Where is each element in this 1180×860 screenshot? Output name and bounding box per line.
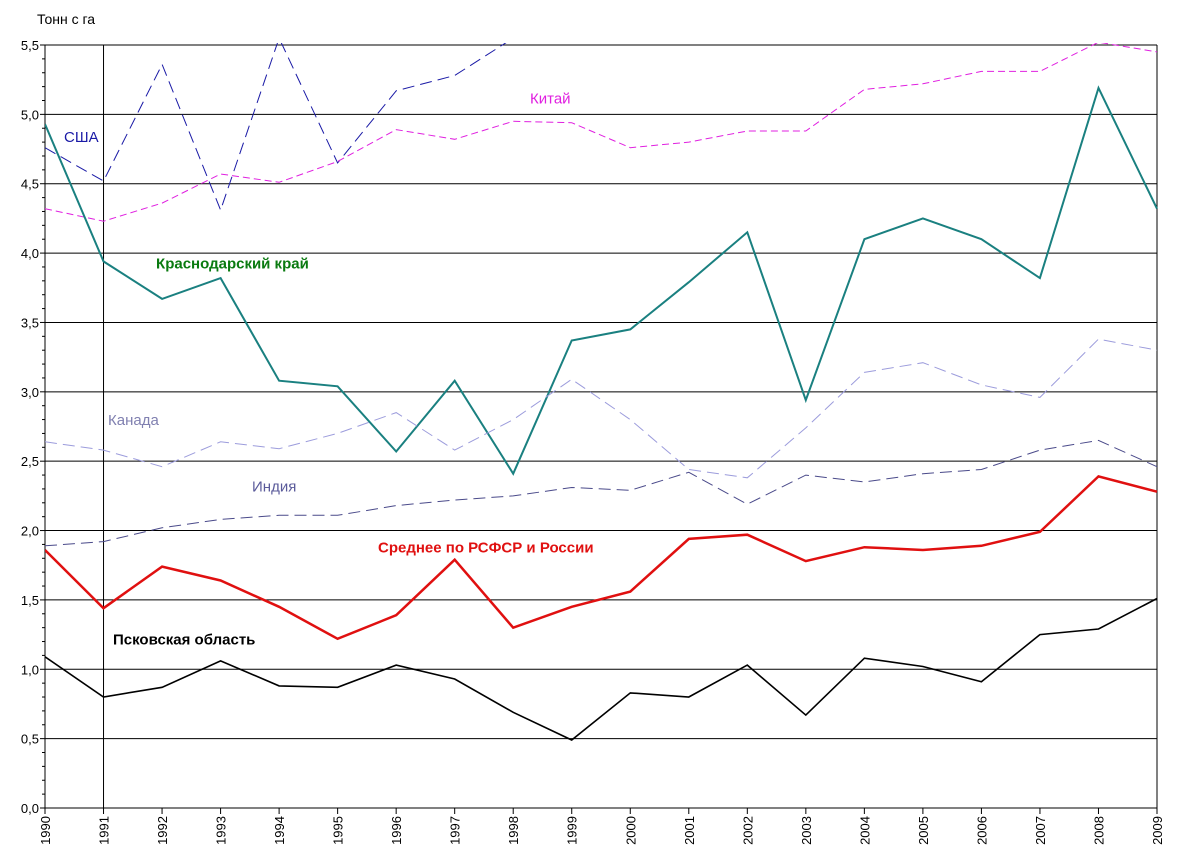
y-tick-label: 0,0 xyxy=(21,801,39,816)
y-tick-label: 1,5 xyxy=(21,593,39,608)
series-line xyxy=(45,85,1158,476)
series-label: Индия xyxy=(252,479,296,496)
x-tick-label: 1990 xyxy=(38,816,53,845)
series-label: Среднее по РСФСР и России xyxy=(378,540,594,557)
axes xyxy=(40,44,1158,814)
x-tick-label: 1994 xyxy=(272,816,287,845)
y-tick-label: 0,5 xyxy=(21,732,39,747)
x-tick-label: 1992 xyxy=(155,816,170,845)
series-label: Канада xyxy=(108,412,159,429)
gridlines xyxy=(45,44,1157,740)
y-tick-label: 4,0 xyxy=(21,246,39,261)
series-line xyxy=(45,338,1158,479)
y-axis-label: Тонн с га xyxy=(37,11,95,27)
series-label: Псковская область xyxy=(113,631,255,648)
series-line xyxy=(45,597,1158,741)
series-line xyxy=(45,439,1158,547)
y-tick-label: 2,0 xyxy=(21,524,39,539)
y-tick-label: 4,5 xyxy=(21,177,39,192)
x-tick-label: 1996 xyxy=(389,816,404,845)
x-tick-label: 2001 xyxy=(682,816,697,845)
x-tick-label: 1991 xyxy=(97,816,112,845)
x-tick-label: 2008 xyxy=(1091,816,1106,845)
y-tick-labels: 0,0 0,5 1,0 1,5 2,0 2,5 3,0 3,5 4,0 4,5 5,0 5,5 xyxy=(21,38,39,816)
y-tick-label: 5,0 xyxy=(21,107,39,122)
y-tick-label: 1,0 xyxy=(21,662,39,677)
x-tick-label: 1999 xyxy=(565,816,580,845)
x-tick-label: 2000 xyxy=(623,816,638,845)
x-tick-label: 2006 xyxy=(974,816,989,845)
x-tick-label: 1997 xyxy=(448,816,463,845)
x-tick-label: 2002 xyxy=(740,816,755,845)
series-labels: США Китай Краснодарский край Канада Индия Сре… xyxy=(64,90,594,648)
x-tick-label: 2007 xyxy=(1033,816,1048,845)
x-tick-label: 2004 xyxy=(857,816,872,845)
x-tick-labels: 1990 1991 1992 1993 1994 1995 1996 1997 1998 1999… xyxy=(38,816,1165,845)
series-label: Китай xyxy=(530,90,571,107)
series-line xyxy=(45,43,1158,222)
series-line xyxy=(45,43,507,212)
x-tick-label: 2005 xyxy=(916,816,931,845)
series-line xyxy=(45,475,1158,641)
series-label: Краснодарский край xyxy=(156,255,309,272)
y-tick-label: 2,5 xyxy=(21,454,39,469)
y-tick-label: 5,5 xyxy=(21,38,39,53)
x-tick-label: 1995 xyxy=(331,816,346,845)
x-tick-label: 1993 xyxy=(214,816,229,845)
y-tick-label: 3,0 xyxy=(21,385,39,400)
x-tick-label: 1998 xyxy=(506,816,521,845)
series-label: США xyxy=(64,129,99,146)
series-lines xyxy=(45,43,1158,741)
x-tick-label: 2009 xyxy=(1150,816,1165,845)
y-tick-label: 3,5 xyxy=(21,315,39,330)
x-tick-label: 2003 xyxy=(799,816,814,845)
